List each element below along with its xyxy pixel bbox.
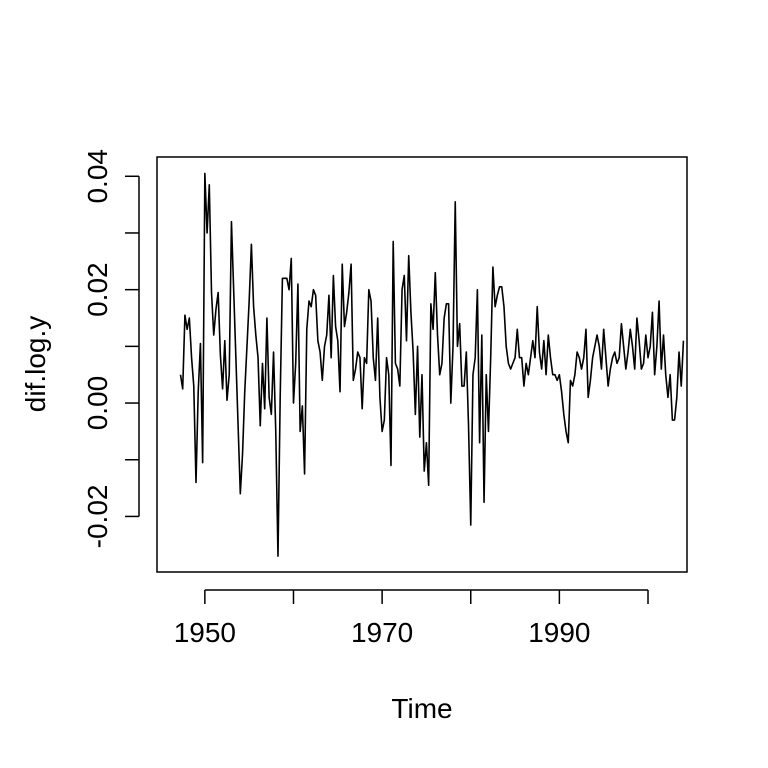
x-tick-label: 1990: [528, 617, 590, 648]
y-axis: -0.02 0.00 0.02 0.04: [82, 149, 140, 549]
x-axis: 1950 1970 1990: [174, 589, 649, 648]
y-axis-label: dif.log.y: [20, 316, 51, 413]
y-tick-label: 0.00: [82, 376, 113, 431]
x-tick-label: 1950: [174, 617, 236, 648]
series-line: [179, 172, 685, 557]
y-tick-label: -0.02: [82, 485, 113, 549]
x-tick-label: 1970: [351, 617, 413, 648]
series-layer: [179, 172, 685, 557]
plot-frame: [156, 156, 688, 573]
y-tick-label: 0.04: [82, 149, 113, 204]
x-axis-label: Time: [391, 693, 452, 724]
y-tick-label: 0.02: [82, 262, 113, 317]
